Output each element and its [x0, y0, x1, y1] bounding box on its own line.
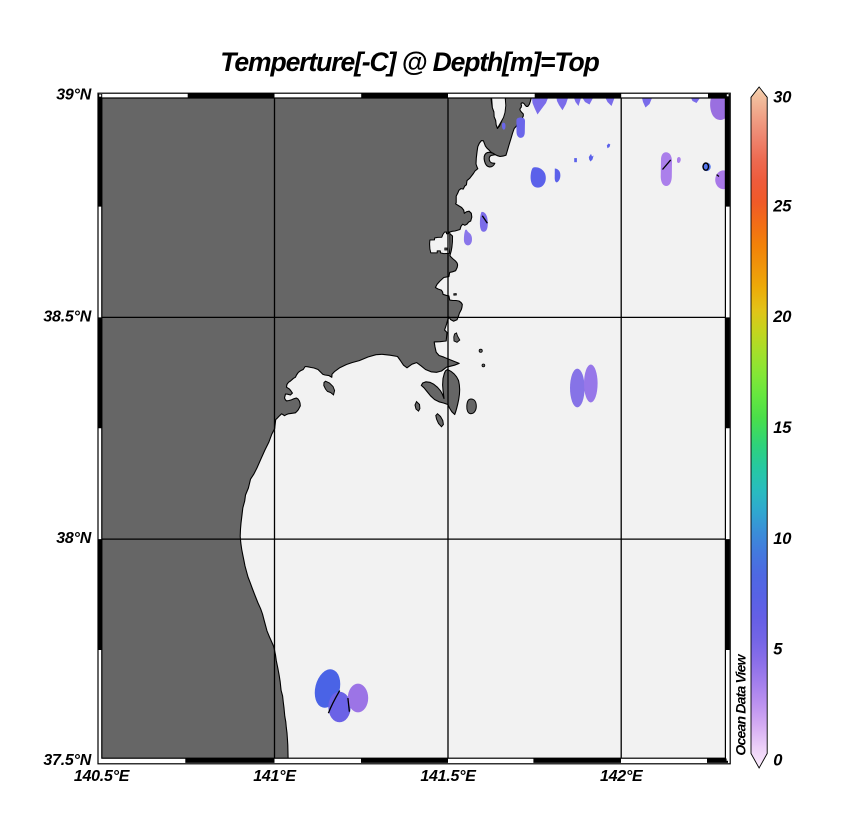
svg-text:0: 0: [773, 752, 783, 770]
svg-text:37.5°N: 37.5°N: [43, 752, 91, 769]
svg-text:25: 25: [772, 197, 792, 215]
svg-text:39°N: 39°N: [56, 87, 91, 104]
svg-text:15: 15: [773, 419, 792, 437]
svg-text:142°E: 142°E: [600, 768, 644, 785]
svg-text:Temperture[-C] @ Depth[m]=Top: Temperture[-C] @ Depth[m]=Top: [220, 47, 599, 77]
svg-text:10: 10: [773, 530, 792, 548]
svg-text:5: 5: [773, 641, 783, 659]
svg-text:Ocean Data View: Ocean Data View: [733, 653, 749, 755]
svg-text:38°N: 38°N: [56, 530, 91, 547]
svg-text:141.5°E: 141.5°E: [420, 768, 477, 785]
svg-text:30: 30: [773, 89, 792, 107]
svg-text:141°E: 141°E: [253, 768, 297, 785]
svg-text:140.5°E: 140.5°E: [74, 768, 131, 785]
svg-text:20: 20: [772, 308, 792, 326]
svg-text:38.5°N: 38.5°N: [43, 308, 91, 325]
